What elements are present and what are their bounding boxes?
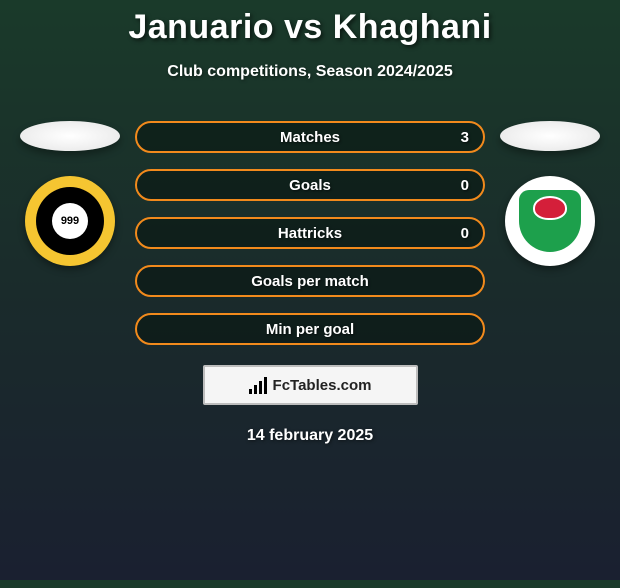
stat-label: Matches bbox=[280, 129, 340, 146]
right-badge-shield bbox=[519, 190, 581, 252]
right-badge-flower bbox=[533, 196, 567, 220]
left-team-badge: 999 bbox=[25, 176, 115, 266]
left-player-col: 999 bbox=[15, 121, 125, 266]
stat-row-matches: Matches 3 bbox=[135, 121, 485, 153]
stat-label: Min per goal bbox=[266, 321, 354, 338]
left-badge-ring: 999 bbox=[36, 187, 104, 255]
stat-right-val: 3 bbox=[461, 129, 469, 146]
left-player-avatar bbox=[20, 121, 120, 151]
brand-label: FcTables.com bbox=[273, 377, 372, 394]
date-line: 14 february 2025 bbox=[0, 427, 620, 445]
stat-right-val: 0 bbox=[461, 225, 469, 242]
stat-row-mpg: Min per goal bbox=[135, 313, 485, 345]
main-content: 999 Matches 3 Goals 0 Hattricks 0 Goals … bbox=[0, 121, 620, 345]
page-title: Januario vs Khaghani bbox=[0, 8, 620, 47]
right-player-col bbox=[495, 121, 605, 266]
stat-right-val: 0 bbox=[461, 177, 469, 194]
right-player-avatar bbox=[500, 121, 600, 151]
stat-row-hattricks: Hattricks 0 bbox=[135, 217, 485, 249]
stat-row-goals: Goals 0 bbox=[135, 169, 485, 201]
subtitle: Club competitions, Season 2024/2025 bbox=[0, 63, 620, 81]
stat-label: Goals bbox=[289, 177, 331, 194]
chart-icon bbox=[249, 377, 267, 394]
left-badge-core: 999 bbox=[52, 203, 88, 239]
stat-label: Goals per match bbox=[251, 273, 369, 290]
right-team-badge bbox=[505, 176, 595, 266]
stats-column: Matches 3 Goals 0 Hattricks 0 Goals per … bbox=[135, 121, 485, 345]
stat-row-gpm: Goals per match bbox=[135, 265, 485, 297]
brand-box[interactable]: FcTables.com bbox=[203, 365, 418, 405]
stat-label: Hattricks bbox=[278, 225, 342, 242]
